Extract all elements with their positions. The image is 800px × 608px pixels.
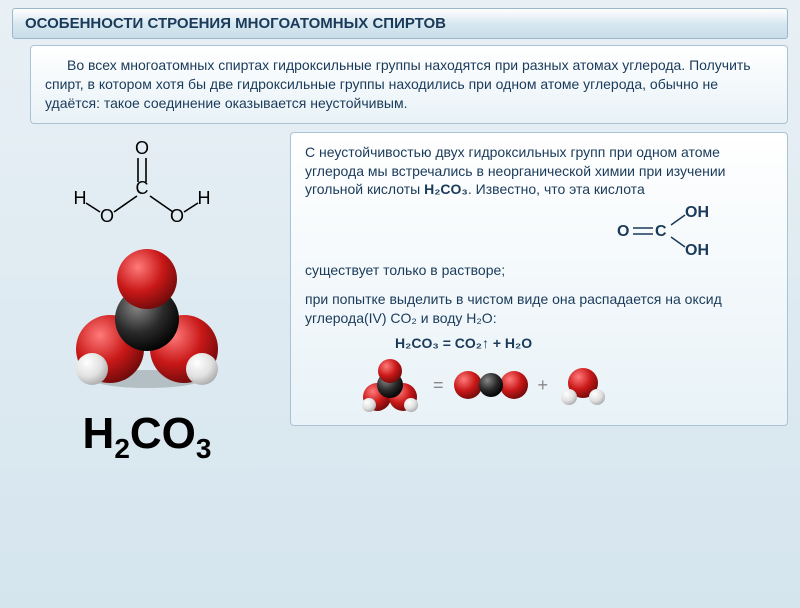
decomposition-equation: H₂CO₃ = CO₂↑ + H₂O	[395, 334, 773, 353]
paragraph-1: С неустойчивостью двух гидроксильных гру…	[305, 143, 773, 200]
info-box-1-text: Во всех многоатомных спиртах гидроксильн…	[45, 57, 751, 111]
svg-text:OH: OH	[685, 242, 709, 259]
equals-icon: =	[433, 373, 444, 397]
big-formula: H2CO3	[83, 409, 212, 465]
svg-text:C: C	[136, 178, 149, 198]
inline-structural-icon: OH O C OH	[613, 203, 743, 259]
p1-formula: H₂CO₃	[424, 181, 468, 197]
equation-molecules: = +	[355, 357, 773, 413]
co2-small-icon	[452, 365, 530, 405]
svg-text:OH: OH	[685, 204, 709, 221]
svg-text:O: O	[170, 206, 184, 226]
paragraph-2: существует только в растворе;	[305, 261, 773, 280]
p3-text: при попытке выделить в чистом виде она р…	[305, 291, 722, 326]
h2o-small-icon	[556, 363, 610, 407]
svg-text:O: O	[617, 223, 629, 240]
h2co3-small-icon	[355, 357, 425, 413]
h2co3-3d-molecule-icon	[62, 241, 232, 391]
svg-text:O: O	[135, 138, 149, 158]
svg-text:C: C	[655, 223, 667, 240]
structural-formula-icon: OCOOHH	[72, 138, 222, 233]
svg-text:H: H	[198, 188, 211, 208]
plus-icon: +	[538, 373, 549, 397]
info-box-1: Во всех многоатомных спиртах гидроксильн…	[30, 45, 788, 124]
svg-text:H: H	[74, 188, 87, 208]
page-title: ОСОБЕННОСТИ СТРОЕНИЯ МНОГОАТОМНЫХ СПИРТО…	[12, 8, 788, 39]
p1b: . Известно, что эта кислота	[468, 181, 645, 197]
svg-text:O: O	[100, 206, 114, 226]
info-box-2: С неустойчивостью двух гидроксильных гру…	[290, 132, 788, 426]
eq-text: H₂CO₃ = CO₂↑ + H₂O	[395, 334, 532, 353]
paragraph-3: при попытке выделить в чистом виде она р…	[305, 290, 773, 328]
left-column: OCOOHH H2CO3	[12, 132, 282, 465]
